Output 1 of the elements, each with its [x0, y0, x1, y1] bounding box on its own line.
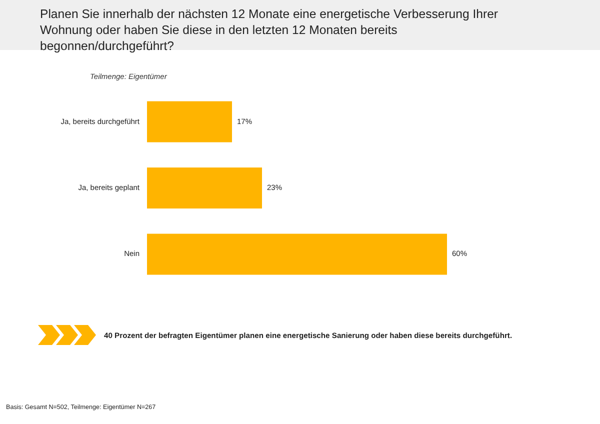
- chart-title: Planen Sie innerhalb der nächsten 12 Monate eine energetische Verbesserung Ihrer Wohnung oder haben Sie diese in den letzten 12 Monaten bereits begonnen/durchgeführt?: [40, 6, 500, 54]
